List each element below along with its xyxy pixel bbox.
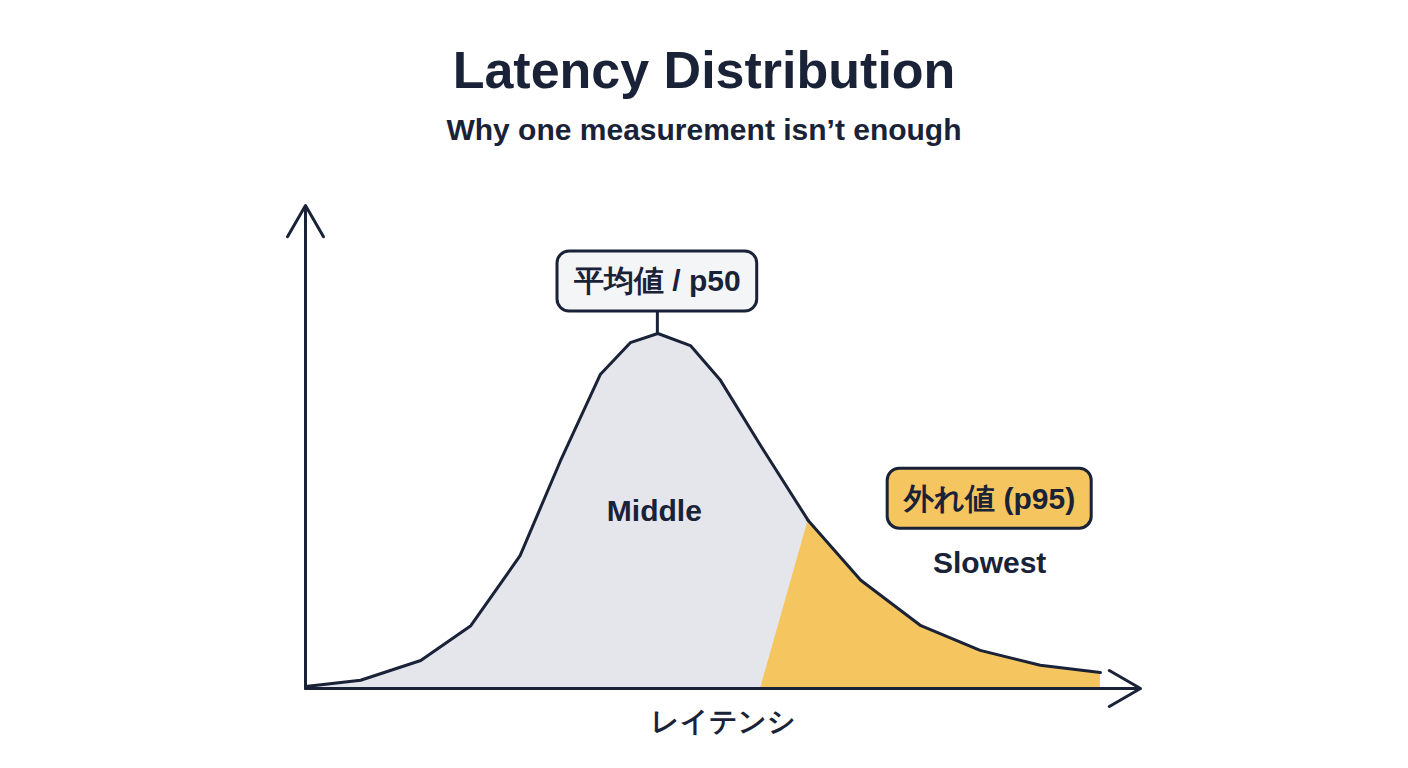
svg-text:外れ値 (p95): 外れ値 (p95) [903,482,1075,515]
html-text:Why one measurement isn’t enou: Why one measurement isn’t enough [446,113,962,146]
svg-text:Middle: Middle [607,494,702,527]
svg-text:Slowest: Slowest [933,546,1046,579]
html-text:Latency Distribution: Latency Distribution [452,41,956,99]
svg-text:レイテンシ: レイテンシ [651,706,796,737]
svg-text:平均値 / p50: 平均値 / p50 [573,264,741,297]
